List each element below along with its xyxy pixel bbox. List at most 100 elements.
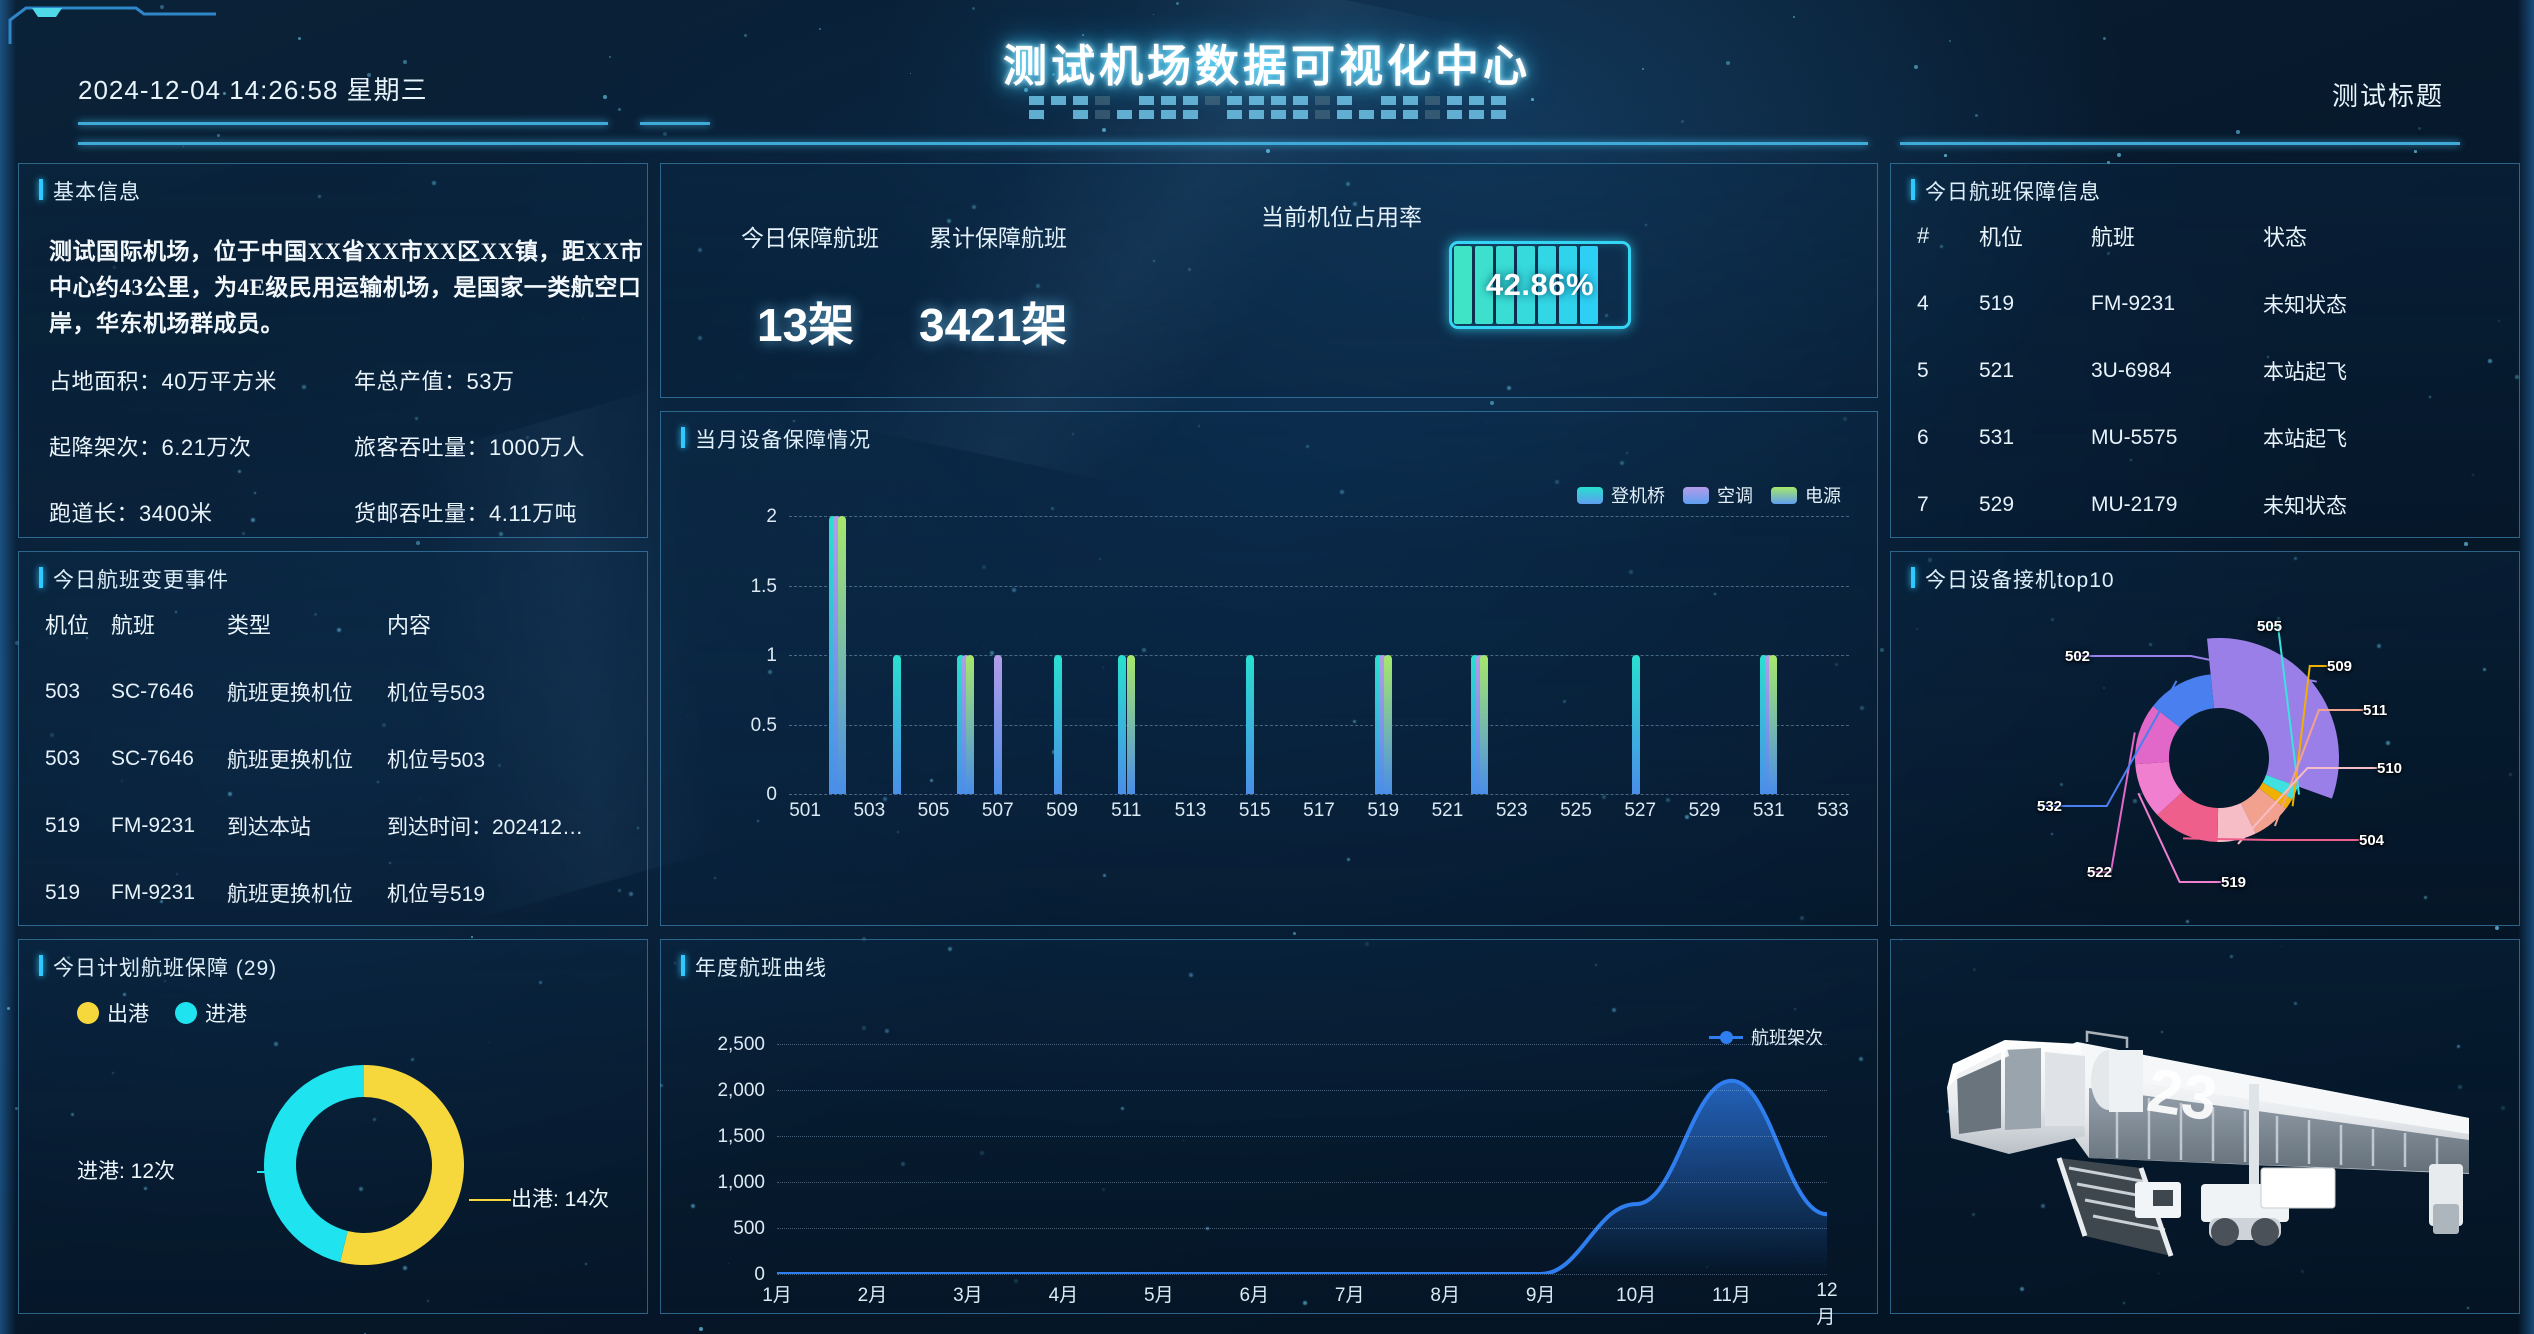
pie-leader-519 bbox=[2137, 792, 2221, 883]
bar-空调-531 bbox=[1764, 655, 1773, 794]
legend-swatch bbox=[1577, 486, 1603, 504]
table-cell: 机位号503 bbox=[387, 749, 486, 772]
table-row[interactable]: 5 521 3U-6984 本站起飞 bbox=[1917, 356, 2501, 386]
legend-item-电源[interactable]: 电源 bbox=[1771, 482, 1841, 508]
table-row[interactable]: 4 519 FM-9231 未知状态 bbox=[1917, 289, 2501, 319]
table-row[interactable]: 6 531 MU-5575 本站起飞 bbox=[1917, 423, 2501, 453]
kpi-panel: 今日保障航班 13架 累计保障航班 3421架 当前机位占用率 bbox=[660, 163, 1878, 398]
bar-登机桥-509 bbox=[1053, 655, 1062, 794]
table-row[interactable]: 7 529 MU-2179 未知状态 bbox=[1917, 490, 2501, 520]
header-rule-right bbox=[1900, 142, 2460, 145]
pie-slice-510[interactable] bbox=[2217, 802, 2256, 842]
device-chart-plot: 0 0.5 1 1.5 2 bbox=[751, 506, 1849, 805]
annual-curve-x-axis: 1月 2月 3月 4月 5月 6月 7月 8月 9月 10月 11月 12月 bbox=[762, 1280, 1837, 1328]
gauge-segment bbox=[1517, 246, 1535, 324]
bar-登机桥-515 bbox=[1246, 655, 1255, 794]
pie-label-511: 511 bbox=[2363, 702, 2388, 719]
table-cell: SC-7646 bbox=[111, 747, 194, 770]
header-rule-long bbox=[78, 142, 1868, 145]
grid-line: 1,500 bbox=[717, 1126, 1827, 1147]
annual-curve-plot: 0 500 1,000 1,500 2,000 2,500 bbox=[717, 1034, 1827, 1285]
table-cell: 3U-6984 bbox=[2091, 359, 2172, 382]
table-row[interactable]: 519 FM-9231 航班更换机位 机位号519 bbox=[45, 878, 629, 908]
pie-slice-511[interactable] bbox=[2240, 788, 2286, 834]
pie-slice-522[interactable] bbox=[2135, 706, 2180, 765]
x-axis-tick: 515 bbox=[1238, 800, 1271, 821]
bar-电源-531 bbox=[1769, 655, 1778, 794]
legend-item-出港[interactable]: 出港 bbox=[77, 998, 149, 1028]
y-axis-tick: 1 bbox=[766, 645, 777, 666]
pie-label-509: 509 bbox=[2327, 658, 2353, 675]
y-axis-tick: 2 bbox=[766, 506, 777, 527]
table-cell: 机位号503 bbox=[387, 682, 486, 705]
table-cell: 503 bbox=[45, 747, 81, 770]
table-row[interactable]: 503 SC-7646 航班更换机位 机位号503 bbox=[45, 744, 629, 774]
table-cell: 到达时间：202412… bbox=[387, 816, 584, 839]
basic-info-stat: 年总产值：53万 bbox=[354, 369, 515, 394]
change-events-panel: 今日航班变更事件 机位 航班 类型 内容 503 SC-7646 航班更换机位 机位号503 5… bbox=[18, 551, 648, 926]
x-axis-tick: 9月 bbox=[1525, 1285, 1556, 1306]
basic-info-panel: 基本信息 测试国际机场，位于中国XX省XX市XX区XX镇，距XX市中心约43公里… bbox=[18, 163, 648, 538]
table-cell: 航班更换机位 bbox=[227, 682, 353, 705]
device-chart-legend: 登机桥 空调 电源 bbox=[1577, 482, 1841, 508]
table-cell: 7 bbox=[1917, 493, 1929, 516]
pie-slice-502[interactable] bbox=[2207, 638, 2339, 799]
pie-leader-504 bbox=[2183, 837, 2359, 841]
flight-info-title: 今日航班保障信息 bbox=[1911, 176, 2101, 206]
bar-空调-506 bbox=[961, 655, 970, 794]
bar-电源-506 bbox=[966, 655, 975, 794]
table-row[interactable]: 503 SC-7646 航班更换机位 机位号503 bbox=[45, 677, 629, 707]
page-title: 测试机场数据可视化中心 bbox=[1003, 42, 1531, 91]
annual-curve-area bbox=[777, 1080, 1827, 1274]
annual-line-chart: 航班架次 0 500 1,000 1,500 2,000 2,500 1月 2月 3… bbox=[681, 990, 1863, 1328]
legend-item-登机桥[interactable]: 登机桥 bbox=[1577, 482, 1665, 508]
x-axis-tick: 523 bbox=[1495, 800, 1528, 821]
bar-电源-502 bbox=[837, 516, 846, 794]
legend-item-进港[interactable]: 进港 bbox=[175, 998, 247, 1028]
plan-flights-legend: 出港 进港 bbox=[77, 998, 247, 1028]
bar-电源-511 bbox=[1126, 655, 1135, 794]
kpi-occupancy-label: 当前机位占用率 bbox=[1261, 204, 1422, 230]
donut-slice-进港[interactable] bbox=[264, 1065, 364, 1263]
gauge-segment bbox=[1475, 246, 1493, 324]
x-axis-tick: 521 bbox=[1431, 800, 1464, 821]
table-header-cell: 机位 bbox=[45, 613, 90, 638]
x-axis-tick: 8月 bbox=[1430, 1285, 1460, 1306]
flight-info-panel: 今日航班保障信息 # 机位 航班 状态 4 519 FM-9231 未知状态 5 521 3U-69… bbox=[1890, 163, 2520, 538]
basic-info-stats-grid: 占地面积：40万平方米 年总产值：53万 起降架次：6.21万次 旅客吞吐量：1000… bbox=[49, 364, 659, 528]
frame-left-edge bbox=[0, 0, 16, 1334]
pie-slice-532[interactable] bbox=[2152, 674, 2215, 728]
annual-curve-title: 年度航班曲线 bbox=[681, 952, 827, 982]
annual-curve-panel: 年度航班曲线 航班架次 0 500 1,000 1,500 2,000 2,50… bbox=[660, 939, 1878, 1328]
bar-登机桥-504 bbox=[892, 655, 901, 794]
table-cell: 4 bbox=[1917, 292, 1929, 315]
header-rule-left-1 bbox=[78, 122, 608, 125]
pie-slice-504[interactable] bbox=[2157, 791, 2219, 842]
occupancy-gauge: 42.86% bbox=[1449, 241, 1631, 329]
pie-slice-519[interactable] bbox=[2135, 761, 2183, 816]
x-axis-tick: 11月 bbox=[1712, 1285, 1751, 1306]
table-cell: 519 bbox=[1979, 292, 2015, 315]
gauge-segment bbox=[1559, 246, 1577, 324]
x-axis-tick: 507 bbox=[981, 800, 1014, 821]
pie-leader-532 bbox=[2037, 680, 2178, 807]
x-axis-tick: 527 bbox=[1624, 800, 1657, 821]
change-events-table: 机位 航班 类型 内容 503 SC-7646 航班更换机位 机位号503 503 SC-7646… bbox=[45, 608, 629, 908]
table-cell: MU-2179 bbox=[2091, 493, 2178, 516]
table-cell: 本站起飞 bbox=[2263, 428, 2347, 451]
grid-line: 0 bbox=[754, 1264, 1827, 1285]
table-cell: SC-7646 bbox=[111, 680, 194, 703]
x-axis-tick: 519 bbox=[1367, 800, 1400, 821]
pie-slice-505[interactable] bbox=[2262, 774, 2299, 800]
table-header-cell: 航班 bbox=[111, 613, 156, 638]
occupancy-gauge-value: 42.86% bbox=[1485, 267, 1595, 302]
table-row[interactable]: 519 FM-9231 到达本站 到达时间：202412… bbox=[45, 811, 629, 841]
gauge-segment bbox=[1496, 246, 1514, 324]
basic-info-title: 基本信息 bbox=[39, 176, 141, 206]
x-axis-tick: 503 bbox=[853, 800, 886, 821]
table-cell: 521 bbox=[1979, 359, 2015, 382]
donut-slice-出港[interactable] bbox=[340, 1065, 465, 1265]
legend-item-空调[interactable]: 空调 bbox=[1683, 482, 1753, 508]
y-axis-tick: 0 bbox=[766, 784, 777, 805]
